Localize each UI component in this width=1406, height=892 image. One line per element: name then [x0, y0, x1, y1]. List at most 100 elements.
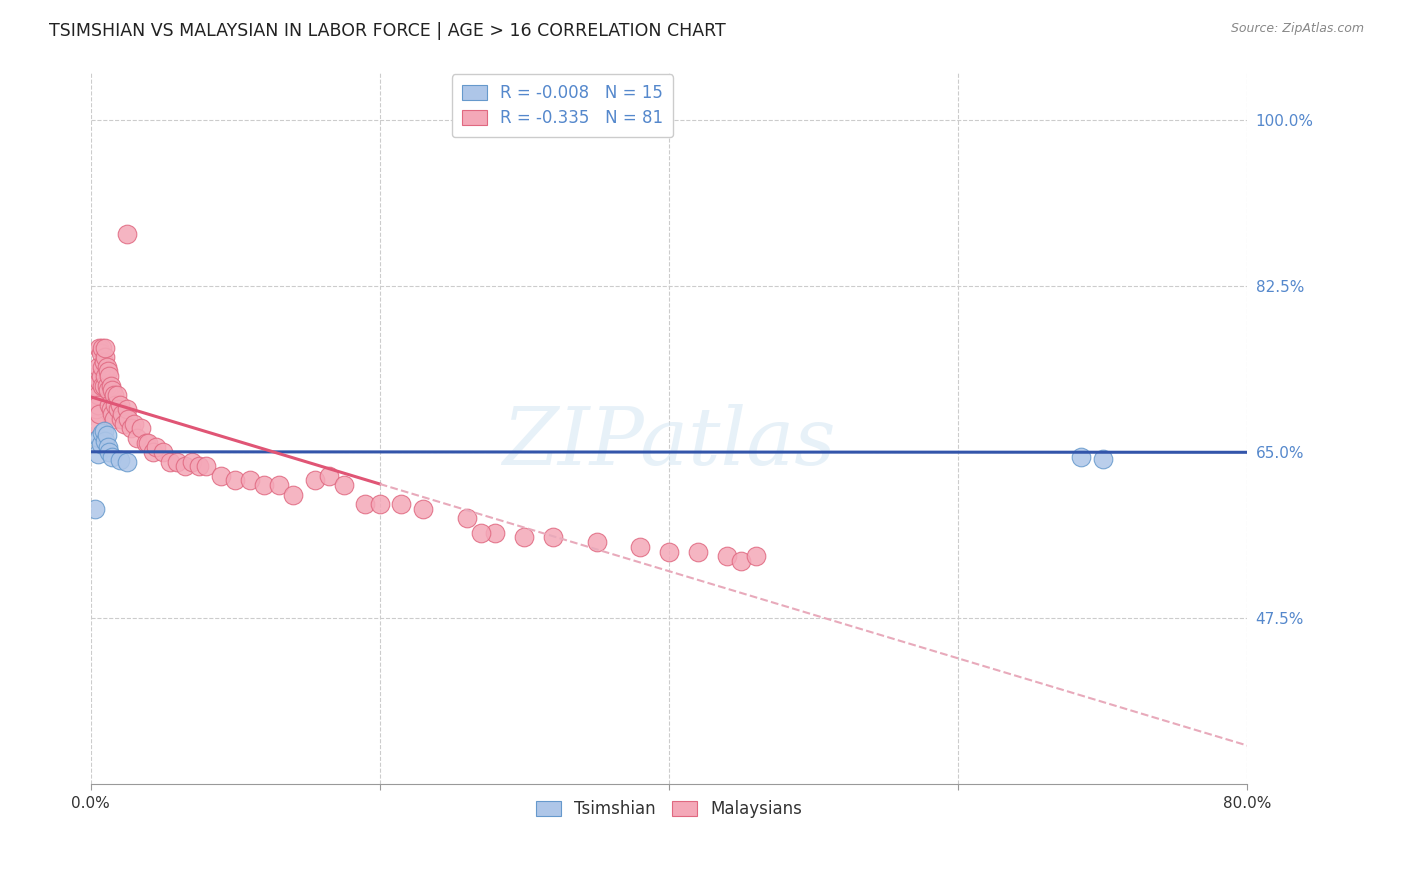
Point	[513, 530, 536, 544]
Point	[110, 412, 132, 426]
Point	[91, 378, 114, 392]
Point	[96, 359, 118, 374]
Point	[94, 434, 117, 448]
Point	[332, 478, 354, 492]
Point	[93, 355, 115, 369]
Point	[89, 431, 111, 445]
Point	[98, 369, 121, 384]
Point	[89, 407, 111, 421]
Point	[304, 474, 326, 488]
Point	[91, 426, 114, 441]
Point	[135, 435, 157, 450]
Point	[125, 431, 148, 445]
Point	[354, 497, 377, 511]
Point	[86, 378, 108, 392]
Point	[100, 378, 122, 392]
Point	[115, 227, 138, 241]
Point	[484, 525, 506, 540]
Point	[112, 417, 135, 431]
Point	[97, 364, 120, 378]
Point	[658, 544, 681, 558]
Point	[129, 421, 152, 435]
Point	[585, 535, 607, 549]
Point	[686, 544, 709, 558]
Point	[368, 497, 391, 511]
Point	[267, 478, 290, 492]
Point	[90, 345, 112, 359]
Point	[90, 437, 112, 451]
Point	[173, 459, 195, 474]
Point	[104, 398, 127, 412]
Point	[115, 454, 138, 468]
Point	[224, 474, 246, 488]
Point	[84, 417, 107, 431]
Point	[107, 402, 129, 417]
Point	[98, 445, 121, 459]
Point	[96, 428, 118, 442]
Point	[716, 549, 738, 564]
Point	[1091, 451, 1114, 466]
Point	[97, 440, 120, 454]
Point	[120, 421, 142, 435]
Point	[188, 459, 211, 474]
Point	[253, 478, 276, 492]
Point	[87, 359, 110, 374]
Point	[209, 468, 232, 483]
Point	[145, 440, 167, 454]
Point	[318, 468, 340, 483]
Point	[470, 525, 492, 540]
Point	[543, 530, 565, 544]
Point	[142, 445, 165, 459]
Point	[117, 412, 139, 426]
Point	[730, 554, 752, 568]
Point	[98, 398, 121, 412]
Point	[100, 402, 122, 417]
Point	[87, 398, 110, 412]
Point	[94, 341, 117, 355]
Point	[89, 374, 111, 388]
Point	[115, 402, 138, 417]
Point	[122, 417, 145, 431]
Point	[101, 450, 124, 464]
Point	[412, 502, 434, 516]
Point	[108, 452, 131, 467]
Point	[281, 488, 304, 502]
Point	[105, 388, 128, 402]
Point	[93, 378, 115, 392]
Point	[103, 388, 125, 402]
Point	[96, 378, 118, 392]
Point	[94, 351, 117, 365]
Point	[93, 424, 115, 438]
Point	[111, 407, 134, 421]
Point	[86, 402, 108, 417]
Point	[456, 511, 478, 525]
Point	[101, 384, 124, 398]
Point	[239, 474, 262, 488]
Point	[101, 407, 124, 421]
Point	[91, 341, 114, 355]
Point	[87, 447, 110, 461]
Point	[89, 341, 111, 355]
Point	[180, 454, 202, 468]
Point	[166, 454, 188, 468]
Point	[94, 369, 117, 384]
Point	[97, 384, 120, 398]
Point	[159, 454, 181, 468]
Point	[103, 412, 125, 426]
Point	[108, 398, 131, 412]
Text: ZIPatlas: ZIPatlas	[502, 404, 835, 482]
Point	[745, 549, 768, 564]
Point	[152, 445, 174, 459]
Point	[628, 540, 651, 554]
Text: Source: ZipAtlas.com: Source: ZipAtlas.com	[1230, 22, 1364, 36]
Point	[84, 502, 107, 516]
Point	[91, 359, 114, 374]
Legend: Tsimshian, Malaysians: Tsimshian, Malaysians	[529, 794, 808, 825]
Text: TSIMSHIAN VS MALAYSIAN IN LABOR FORCE | AGE > 16 CORRELATION CHART: TSIMSHIAN VS MALAYSIAN IN LABOR FORCE | …	[49, 22, 725, 40]
Point	[138, 435, 160, 450]
Point	[90, 369, 112, 384]
Point	[391, 497, 413, 511]
Point	[195, 459, 218, 474]
Point	[1070, 450, 1092, 464]
Point	[87, 388, 110, 402]
